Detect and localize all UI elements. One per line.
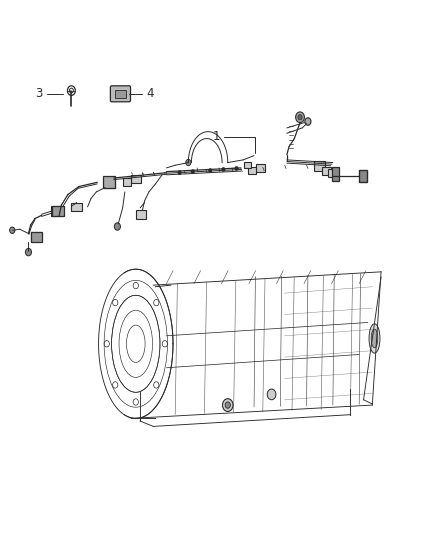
Circle shape — [267, 389, 276, 400]
FancyBboxPatch shape — [359, 170, 367, 182]
Circle shape — [208, 168, 212, 173]
FancyBboxPatch shape — [103, 176, 115, 188]
FancyBboxPatch shape — [248, 167, 256, 174]
FancyBboxPatch shape — [71, 203, 82, 211]
FancyBboxPatch shape — [31, 232, 41, 241]
Circle shape — [225, 402, 230, 408]
FancyBboxPatch shape — [104, 177, 115, 188]
FancyBboxPatch shape — [51, 206, 61, 216]
Ellipse shape — [371, 329, 378, 348]
Circle shape — [298, 115, 302, 120]
FancyBboxPatch shape — [332, 167, 339, 181]
Circle shape — [10, 227, 15, 233]
Ellipse shape — [369, 324, 380, 353]
FancyBboxPatch shape — [52, 206, 64, 216]
FancyBboxPatch shape — [244, 162, 251, 168]
FancyBboxPatch shape — [115, 90, 126, 98]
FancyBboxPatch shape — [131, 175, 141, 183]
FancyBboxPatch shape — [110, 86, 131, 102]
Circle shape — [191, 169, 194, 174]
FancyBboxPatch shape — [123, 178, 131, 186]
Text: 4: 4 — [147, 87, 154, 100]
FancyBboxPatch shape — [256, 164, 265, 172]
FancyBboxPatch shape — [322, 166, 331, 174]
Circle shape — [235, 166, 238, 171]
FancyBboxPatch shape — [31, 232, 42, 242]
Text: 1: 1 — [212, 131, 220, 143]
Circle shape — [186, 159, 191, 166]
Circle shape — [305, 118, 311, 125]
Circle shape — [25, 248, 32, 256]
FancyBboxPatch shape — [136, 210, 146, 219]
Circle shape — [222, 167, 225, 172]
Circle shape — [223, 399, 233, 411]
FancyBboxPatch shape — [328, 169, 336, 177]
Circle shape — [296, 112, 304, 123]
FancyBboxPatch shape — [314, 161, 325, 171]
Text: 3: 3 — [35, 87, 43, 100]
Circle shape — [178, 171, 181, 175]
Circle shape — [114, 223, 120, 230]
